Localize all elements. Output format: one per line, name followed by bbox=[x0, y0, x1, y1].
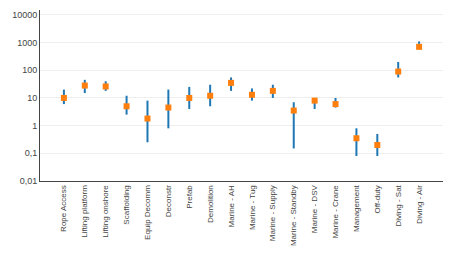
svg-text:Management: Management bbox=[352, 184, 361, 231]
svg-text:Marine - Supply: Marine - Supply bbox=[268, 185, 277, 241]
svg-text:Scaffolding: Scaffolding bbox=[122, 185, 131, 224]
svg-text:Lifting platform: Lifting platform bbox=[80, 185, 89, 238]
svg-text:0,1: 0,1 bbox=[25, 148, 38, 158]
svg-text:Demolition: Demolition bbox=[206, 185, 215, 223]
svg-text:Diving - Air: Diving - Air bbox=[415, 185, 424, 224]
svg-text:Prefab: Prefab bbox=[185, 185, 194, 209]
svg-text:Marine - DSV: Marine - DSV bbox=[310, 185, 319, 234]
svg-text:Marine - AH: Marine - AH bbox=[227, 185, 236, 227]
svg-text:Marine - Tug: Marine - Tug bbox=[248, 185, 257, 230]
svg-text:Diving - Sat: Diving - Sat bbox=[394, 184, 403, 226]
svg-text:1000: 1000 bbox=[17, 38, 37, 48]
svg-text:Off-duty: Off-duty bbox=[373, 185, 382, 213]
svg-text:Lifting onshore: Lifting onshore bbox=[101, 185, 110, 238]
svg-text:100: 100 bbox=[22, 65, 37, 75]
svg-text:10000: 10000 bbox=[12, 10, 37, 20]
svg-text:Deconstr: Deconstr bbox=[164, 185, 173, 217]
svg-text:Equip Decomm: Equip Decomm bbox=[143, 185, 152, 240]
svg-text:1: 1 bbox=[32, 121, 37, 131]
svg-text:Marine - Crane: Marine - Crane bbox=[331, 185, 340, 239]
svg-text:0,01: 0,01 bbox=[20, 176, 38, 186]
svg-text:Marine - Standby: Marine - Standby bbox=[289, 185, 298, 246]
svg-text:10: 10 bbox=[27, 93, 37, 103]
svg-text:Rope Access: Rope Access bbox=[60, 185, 69, 232]
